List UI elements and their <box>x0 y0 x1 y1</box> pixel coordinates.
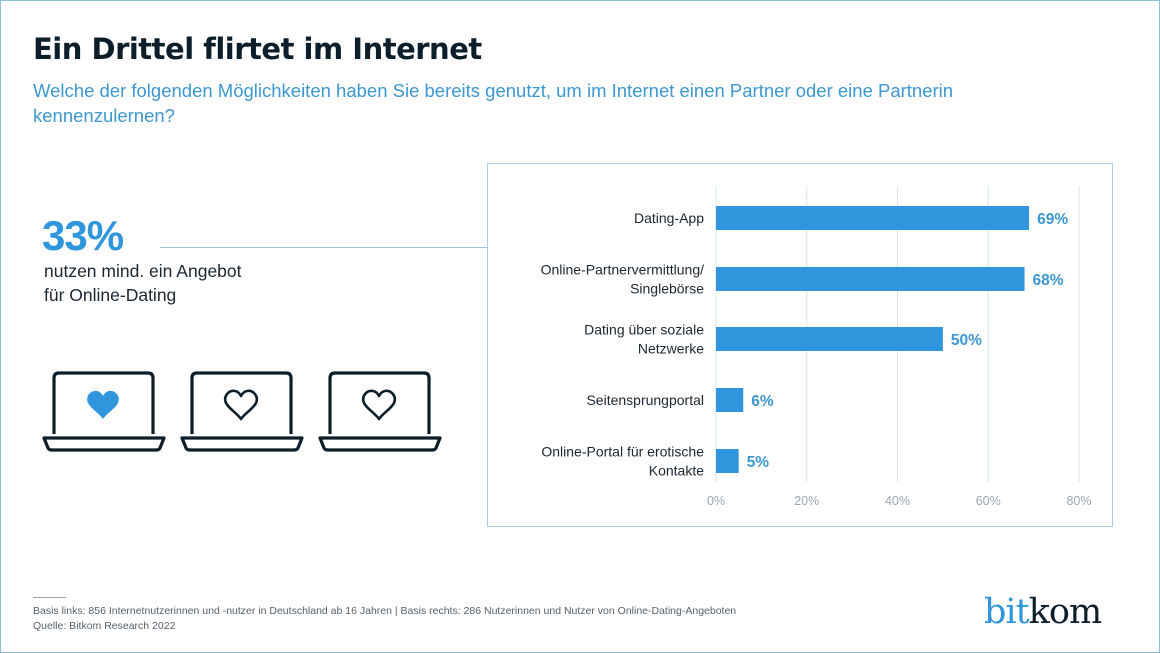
value-label: 69% <box>1037 211 1068 228</box>
category-label: Dating über soziale <box>584 322 704 338</box>
stat-description-line-2: für Online-Dating <box>44 285 177 305</box>
laptop-heart-outline-icon <box>318 371 442 452</box>
value-label: 5% <box>747 454 770 471</box>
stat-connector-line <box>160 247 488 248</box>
stat-description-line-1: nutzen mind. ein Angebot <box>44 261 242 281</box>
logo-part-kom: kom <box>1028 592 1102 632</box>
laptop-icons-row <box>42 370 452 460</box>
footer-divider <box>33 597 66 598</box>
category-label: Kontakte <box>649 463 704 479</box>
bar <box>716 327 943 351</box>
bitkom-logo: bitkom <box>984 592 1102 632</box>
value-label: 50% <box>951 332 982 349</box>
footnote-basis: Basis links: 856 Internetnutzerinnen und… <box>33 605 737 617</box>
laptop-heart-outline-icon <box>180 371 304 452</box>
category-label: Seitensprungportal <box>586 392 704 408</box>
bar-chart-svg: 0% 20% 40% 60% 80% 69% Dating-App 68% Online-Par… <box>541 186 1092 508</box>
category-label: Netzwerke <box>638 341 704 357</box>
value-label: 68% <box>1033 272 1064 289</box>
bar <box>716 267 1025 291</box>
footnote: Basis links: 856 Internetnutzerinnen und… <box>33 604 736 634</box>
category-label: Singlebörse <box>630 281 704 297</box>
category-label: Dating-App <box>634 210 704 226</box>
page-title: Ein Drittel flirtet im Internet <box>33 32 482 66</box>
category-label: Online-Partnervermittlung/ <box>541 262 705 278</box>
bar-chart: 0% 20% 40% 60% 80% 69% Dating-App 68% Online-Par… <box>487 163 1113 527</box>
x-tick-label: 60% <box>976 494 1001 508</box>
category-label: Online-Portal für erotische <box>541 444 704 460</box>
stat-description: nutzen mind. ein Angebot für Online-Dati… <box>44 259 242 307</box>
x-tick-label: 0% <box>707 494 725 508</box>
x-tick-label: 20% <box>794 494 819 508</box>
bar <box>716 388 744 412</box>
logo-part-bit: bit <box>984 592 1030 632</box>
value-label: 6% <box>751 393 774 410</box>
headline-stat: 33% <box>42 212 124 259</box>
page-subtitle: Welche der folgenden Möglichkeiten haben… <box>33 80 954 126</box>
bar <box>716 206 1030 230</box>
x-tick-label: 40% <box>885 494 910 508</box>
x-tick-label: 80% <box>1066 494 1091 508</box>
laptop-heart-filled-icon <box>42 371 166 452</box>
bar <box>716 449 739 473</box>
footnote-source: Quelle: Bitkom Research 2022 <box>33 620 176 632</box>
